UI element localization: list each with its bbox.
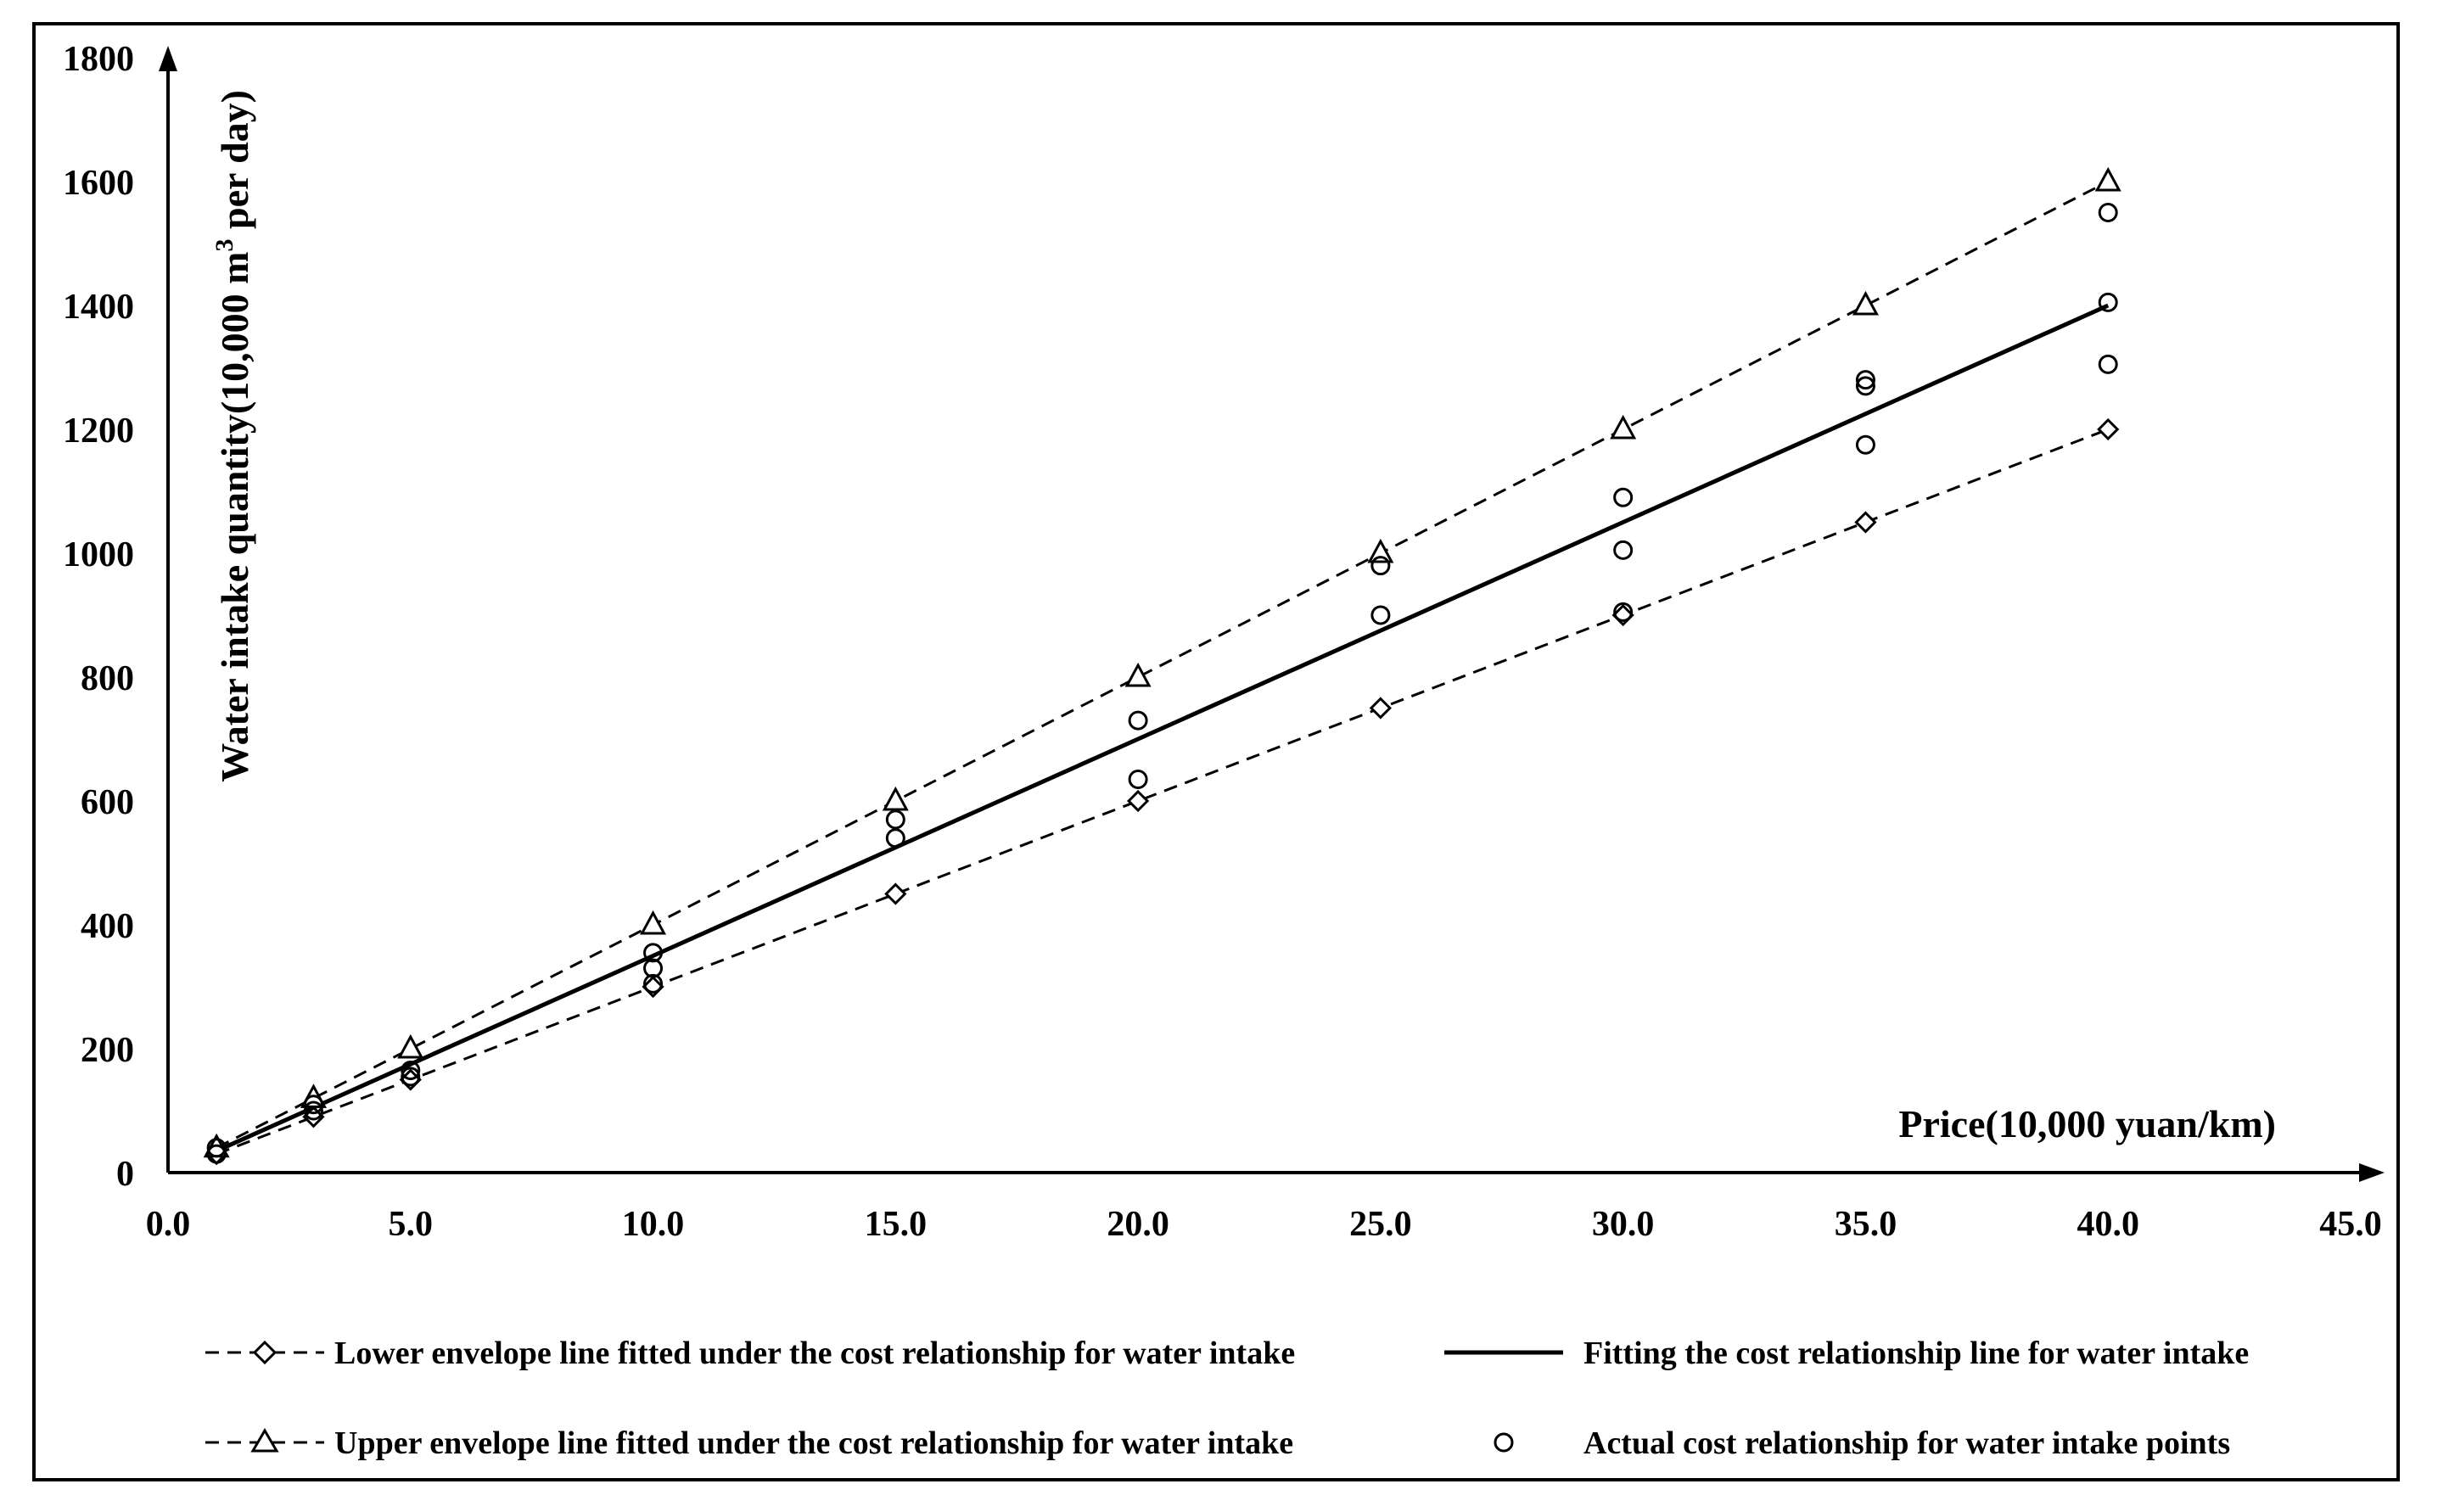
lower-envelope-diamond-point (884, 882, 907, 905)
x-tick-label: 10.0 (622, 1205, 685, 1244)
actual-cost-circle-point (2098, 203, 2118, 222)
lower-envelope-diamond-point (1126, 789, 1150, 813)
x-tick-label: 5.0 (389, 1205, 434, 1244)
series-line-1 (216, 303, 2110, 1153)
y-tick-label: 1000 (63, 535, 134, 574)
legend-upper-envelope-label: Upper envelope line fitted under the cos… (334, 1425, 1293, 1461)
actual-cost-circle-point (1855, 370, 1875, 390)
y-tick-label: 600 (81, 783, 134, 822)
actual-cost-circle-point (401, 1061, 421, 1081)
actual-cost-circle-point (2098, 354, 2118, 374)
x-tick-label: 20.0 (1107, 1205, 1169, 1244)
lower-envelope-diamond-point (1854, 511, 1877, 534)
legend-circle-marker (1494, 1432, 1514, 1453)
y-tick-label: 1600 (63, 164, 134, 203)
upper-envelope-triangle-point (882, 786, 909, 811)
legend-fitting-line-label: Fitting the cost relationship line for w… (1583, 1336, 2249, 1371)
y-axis-title-tail: per day) (213, 90, 256, 239)
upper-envelope-triangle-point (2094, 166, 2121, 192)
upper-envelope-triangle-point (640, 910, 667, 935)
y-tick-label: 1800 (63, 40, 134, 79)
actual-cost-circle-point (2098, 292, 2118, 312)
axes-layer (159, 46, 2385, 1182)
y-axis-title: Water intake quantity(10,000 m3 per day) (210, 90, 256, 782)
lower-envelope-diamond-point (2097, 417, 2120, 441)
y-tick-label: 200 (81, 1031, 134, 1070)
lower-envelope-diamond-point (1369, 697, 1393, 720)
legend-actual-points-label: Actual cost relationship for water intak… (1583, 1425, 2230, 1461)
actual-cost-circle-point (1613, 487, 1634, 507)
y-tick-label: 400 (81, 907, 134, 946)
upper-envelope-triangle-point (397, 1033, 424, 1059)
x-tick-label: 15.0 (865, 1205, 928, 1244)
legend: Lower envelope line fitted under the cos… (205, 1336, 2249, 1461)
actual-cost-circle-point (1128, 769, 1148, 789)
actual-cost-circle-point (885, 809, 905, 830)
legend-diamond-marker (252, 1340, 277, 1365)
labels-layer: Price(10,000 yuan/km) Water intake quant… (63, 40, 2382, 1244)
upper-envelope-triangle-point (1852, 290, 1879, 316)
actual-cost-circle-point (1370, 556, 1391, 576)
x-tick-label: 0.0 (146, 1205, 191, 1244)
upper-envelope-triangle-point (1124, 662, 1152, 687)
y-tick-label: 1400 (63, 288, 134, 327)
actual-cost-circle-point (1613, 602, 1634, 622)
y-axis-arrow (159, 46, 177, 71)
x-tick-label: 40.0 (2077, 1205, 2139, 1244)
actual-cost-circle-point (885, 828, 905, 848)
x-tick-label: 45.0 (2319, 1205, 2382, 1244)
x-axis-title: Price(10,000 yuan/km) (1898, 1102, 2276, 1145)
x-tick-label: 25.0 (1349, 1205, 1412, 1244)
actual-cost-circle-point (303, 1100, 323, 1121)
actual-cost-circle-point (206, 1138, 227, 1158)
actual-cost-circle-point (643, 973, 664, 994)
actual-cost-circle-point (1855, 434, 1875, 455)
chart-frame: Price(10,000 yuan/km) Water intake quant… (32, 22, 2400, 1481)
y-axis-title-main: Water intake quantity(10,000 m (213, 252, 256, 782)
legend-entry-actual-points: Actual cost relationship for water intak… (1494, 1425, 2230, 1461)
y-axis-title-superscript: 3 (210, 239, 238, 252)
legend-entry-fitting-line: Fitting the cost relationship line for w… (1444, 1336, 2249, 1371)
series-line-0 (216, 428, 2109, 1156)
actual-cost-circle-point (1128, 710, 1148, 731)
actual-cost-circle-point (643, 943, 664, 963)
legend-entry-upper-envelope: Upper envelope line fitted under the cos… (205, 1425, 1293, 1461)
upper-envelope-triangle-point (1610, 414, 1637, 440)
x-axis-arrow (2359, 1163, 2385, 1182)
series-layer (203, 166, 2121, 1166)
actual-cost-circle-point (206, 1144, 227, 1164)
actual-cost-circle-point (1370, 605, 1391, 625)
y-tick-label: 1200 (63, 412, 134, 451)
x-tick-label: 30.0 (1592, 1205, 1655, 1244)
actual-cost-circle-point (401, 1067, 421, 1087)
y-tick-label: 0 (116, 1155, 134, 1194)
legend-triangle-marker (250, 1428, 279, 1453)
actual-cost-circle-point (1855, 376, 1875, 396)
actual-cost-circle-point (643, 958, 664, 978)
actual-cost-circle-point (1613, 540, 1634, 560)
upper-envelope-triangle-point (1367, 538, 1394, 563)
actual-cost-circle-point (303, 1095, 323, 1115)
legend-lower-envelope-label: Lower envelope line fitted under the cos… (334, 1336, 1295, 1371)
legend-entry-lower-envelope: Lower envelope line fitted under the cos… (205, 1336, 1295, 1371)
line-scatter-chart: Price(10,000 yuan/km) Water intake quant… (63, 40, 2385, 1461)
y-tick-label: 800 (81, 659, 134, 698)
series-line-2 (216, 180, 2109, 1150)
x-tick-label: 35.0 (1835, 1205, 1897, 1244)
